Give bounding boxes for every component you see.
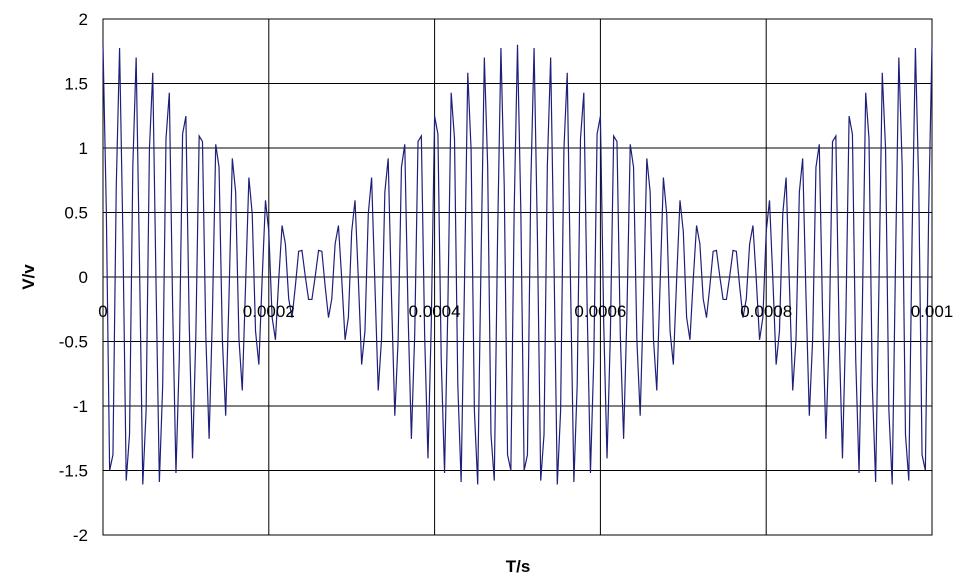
y-tick-label: -2 — [73, 526, 88, 545]
y-tick-label: 1 — [79, 139, 88, 158]
x-tick-label: 0.001 — [911, 302, 954, 321]
x-tick-label: 0.0008 — [740, 302, 792, 321]
y-tick-label: 0.5 — [64, 204, 88, 223]
x-axis-title: T/s — [506, 557, 531, 576]
y-tick-label: -0.5 — [59, 333, 88, 352]
series-layer — [102, 44, 933, 485]
x-tick-label: 0 — [98, 302, 107, 321]
y-tick-labels: -2 -1.5 -1 -0.5 0 0.5 1 1.5 2 — [59, 10, 88, 545]
x-tick-label: 0.0002 — [243, 302, 295, 321]
y-tick-label: -1 — [73, 397, 88, 416]
series-line — [102, 44, 933, 485]
gridlines — [103, 19, 932, 535]
y-tick-label: 2 — [79, 10, 88, 29]
x-tick-labels: 0 0.0002 0.0004 0.0006 0.0008 0.001 — [98, 302, 953, 321]
x-tick-label: 0.0004 — [409, 302, 461, 321]
y-tick-label: 0 — [79, 268, 88, 287]
x-tick-label: 0.0006 — [574, 302, 626, 321]
y-tick-label: -1.5 — [59, 462, 88, 481]
y-axis-title: V/v — [19, 264, 38, 290]
y-tick-label: 1.5 — [64, 75, 88, 94]
